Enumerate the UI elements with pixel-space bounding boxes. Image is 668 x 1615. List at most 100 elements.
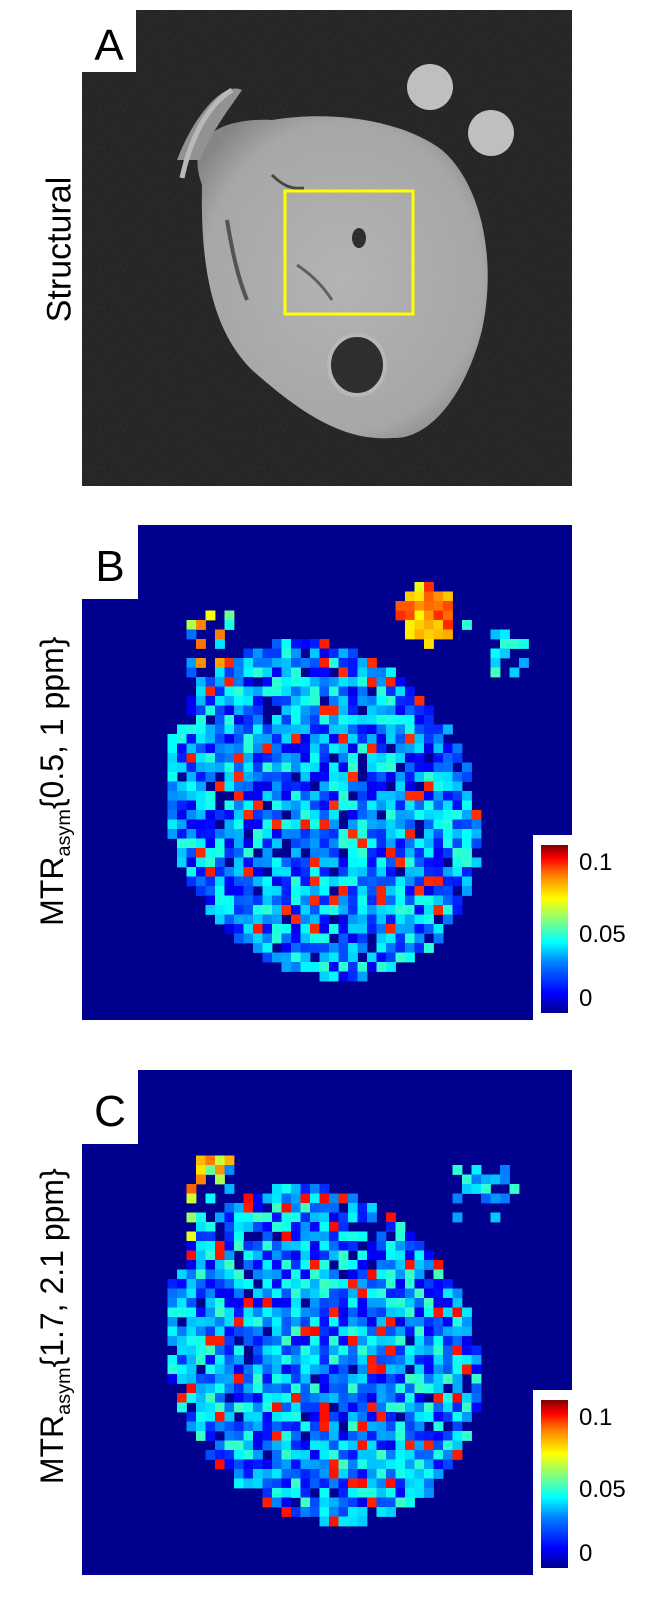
map-pixel <box>414 1250 425 1261</box>
map-pixel <box>329 971 339 982</box>
map-pixel <box>443 743 453 754</box>
map-pixel <box>329 772 339 782</box>
map-pixel <box>357 943 368 953</box>
map-pixel <box>395 1383 406 1394</box>
map-pixel <box>424 1469 434 1479</box>
map-pixel <box>310 677 320 687</box>
map-pixel <box>281 1450 292 1460</box>
map-pixel <box>272 1374 282 1384</box>
map-pixel <box>509 1184 520 1194</box>
map-pixel <box>253 648 263 659</box>
map-pixel <box>234 791 244 801</box>
map-pixel <box>224 848 235 858</box>
map-pixel <box>253 810 263 820</box>
map-pixel <box>357 1478 368 1489</box>
map-pixel <box>281 1412 292 1422</box>
map-pixel <box>253 1345 263 1356</box>
map-pixel <box>234 895 244 906</box>
map-pixel <box>405 1260 415 1270</box>
map-pixel <box>167 800 178 811</box>
map-pixel <box>414 1355 425 1365</box>
map-pixel <box>186 791 197 801</box>
map-pixel <box>272 734 282 744</box>
map-pixel <box>395 1478 406 1489</box>
map-pixel <box>224 1412 235 1422</box>
map-pixel <box>300 914 311 925</box>
map-pixel <box>291 1412 301 1422</box>
map-pixel <box>167 734 178 744</box>
map-pixel <box>281 1241 292 1251</box>
map-pixel <box>319 686 330 697</box>
map-pixel <box>215 1250 225 1261</box>
map-pixel <box>205 1412 216 1422</box>
colorbar-tick: 0.05 <box>579 921 626 948</box>
map-pixel <box>433 1364 444 1375</box>
map-pixel <box>386 1507 396 1517</box>
map-pixel <box>196 1174 206 1185</box>
map-pixel <box>376 705 387 716</box>
map-pixel <box>272 658 282 668</box>
map-pixel <box>481 1184 491 1194</box>
map-pixel <box>224 867 235 877</box>
map-pixel <box>310 1250 320 1261</box>
map-pixel <box>433 1459 444 1470</box>
map-pixel <box>310 772 320 782</box>
map-pixel <box>281 734 292 744</box>
map-pixel <box>519 658 529 668</box>
map-pixel <box>357 933 368 944</box>
map-pixel <box>433 867 444 877</box>
map-pixel <box>424 1459 434 1470</box>
map-pixel <box>262 1393 273 1403</box>
map-pixel <box>348 1383 358 1394</box>
map-pixel <box>253 781 263 792</box>
map-pixel <box>243 677 254 687</box>
map-pixel <box>224 1279 235 1289</box>
map-pixel <box>186 1393 197 1403</box>
map-pixel <box>291 895 301 906</box>
map-pixel <box>186 1364 197 1375</box>
map-pixel <box>262 734 273 744</box>
map-pixel <box>519 639 529 649</box>
map-pixel <box>262 1241 273 1251</box>
map-pixel <box>272 1364 282 1375</box>
map-pixel <box>424 1412 434 1422</box>
map-pixel <box>405 1459 415 1470</box>
map-pixel <box>253 686 263 697</box>
map-pixel <box>414 1450 425 1460</box>
map-pixel <box>452 1326 463 1337</box>
map-pixel <box>253 924 263 934</box>
map-pixel <box>338 1241 349 1251</box>
map-pixel <box>281 1374 292 1384</box>
map-pixel <box>405 933 415 944</box>
map-pixel <box>386 1497 396 1508</box>
map-pixel <box>177 1288 187 1299</box>
map-pixel <box>405 1374 415 1384</box>
map-pixel <box>215 829 225 839</box>
map-pixel <box>196 838 206 849</box>
map-pixel <box>424 943 434 953</box>
map-pixel <box>376 1440 387 1451</box>
map-pixel <box>386 1317 396 1327</box>
map-pixel <box>376 943 387 953</box>
map-pixel <box>177 791 187 801</box>
map-pixel <box>281 791 292 801</box>
map-pixel <box>224 1374 235 1384</box>
map-pixel <box>452 1450 463 1460</box>
map-pixel <box>186 620 197 630</box>
map-pixel <box>424 857 434 868</box>
map-pixel <box>338 800 349 811</box>
map-pixel <box>329 1459 339 1470</box>
map-pixel <box>424 1307 434 1318</box>
map-pixel <box>338 734 349 744</box>
map-pixel <box>319 1507 330 1517</box>
map-pixel <box>205 1326 216 1337</box>
map-pixel <box>433 772 444 782</box>
map-pixel <box>205 895 216 906</box>
map-pixel <box>405 753 415 763</box>
map-pixel <box>443 1440 453 1451</box>
map-pixel <box>424 724 434 735</box>
map-pixel <box>177 734 187 744</box>
map-pixel <box>338 1497 349 1508</box>
map-pixel <box>253 667 263 678</box>
map-pixel <box>443 620 453 630</box>
